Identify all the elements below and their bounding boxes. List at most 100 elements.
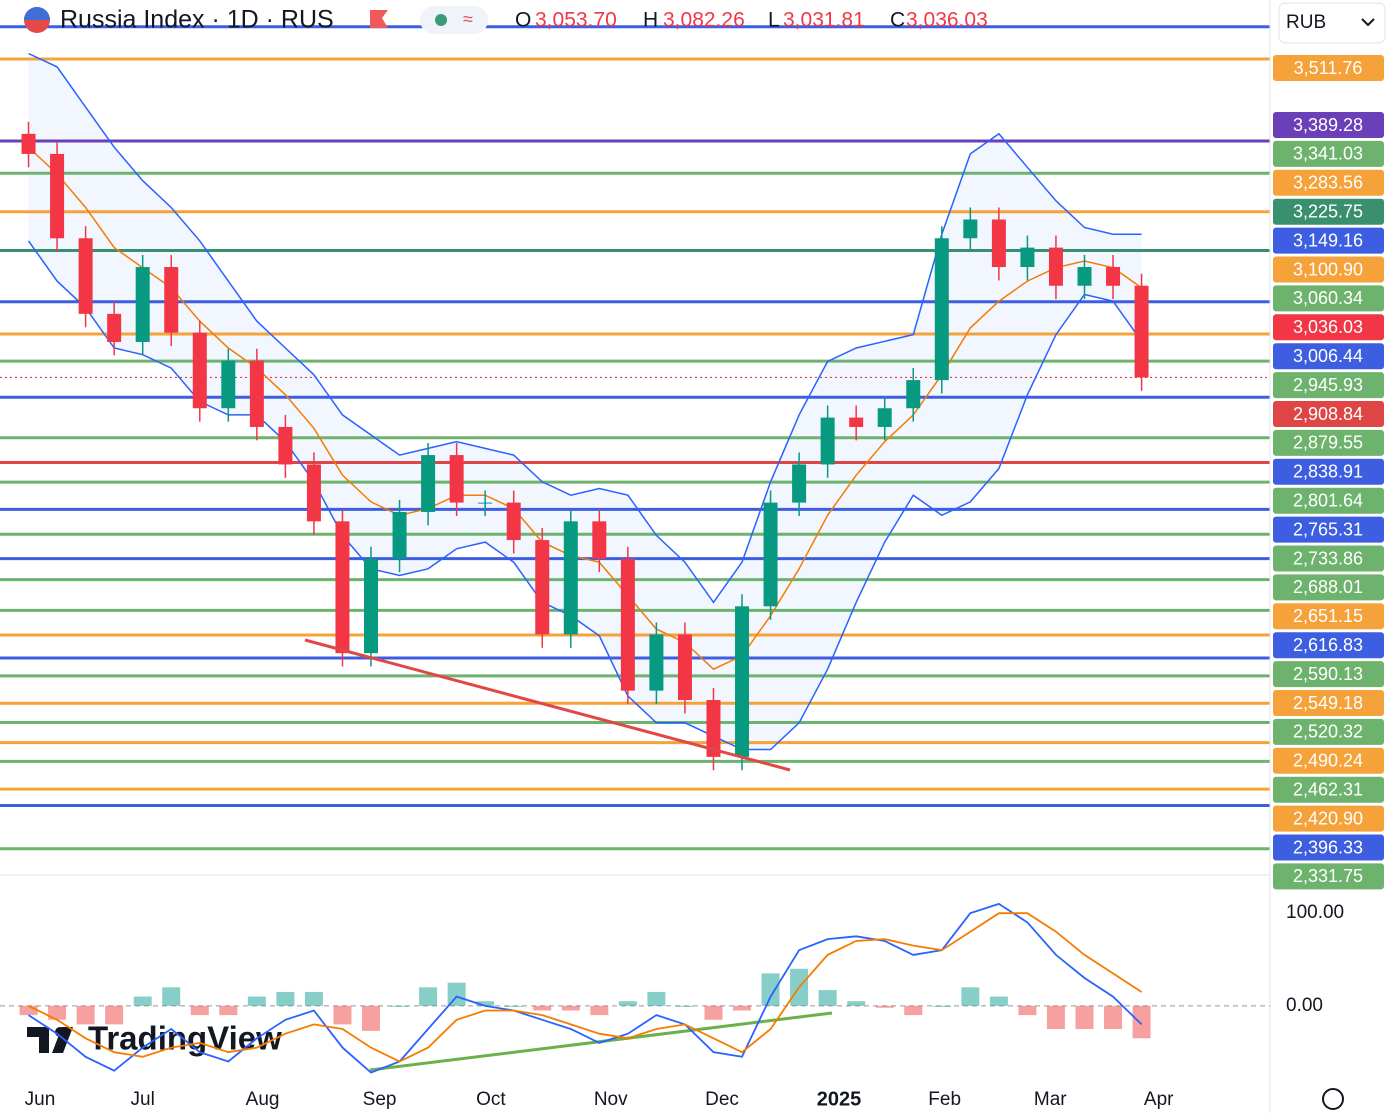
histogram-bar — [333, 1005, 352, 1025]
candle-body — [991, 219, 1006, 268]
histogram-bar — [647, 991, 666, 1006]
level-label-bg — [1273, 863, 1384, 890]
x-tick-label: Feb — [928, 1089, 961, 1110]
candle-body — [1020, 247, 1035, 268]
level-label-bg — [1273, 747, 1384, 774]
x-tick-label: Dec — [705, 1089, 739, 1110]
level-label-bg — [1273, 516, 1384, 543]
level-label: 2,879.55 — [1293, 433, 1363, 453]
candle-body — [335, 521, 350, 654]
candle-body — [849, 417, 864, 427]
x-tick-label: Sep — [363, 1089, 397, 1110]
level-label-bg — [1273, 169, 1384, 196]
level-label-bg — [1273, 429, 1384, 456]
histogram-bar — [761, 973, 780, 1006]
candle-body — [478, 502, 493, 504]
level-label-bg — [1273, 314, 1384, 341]
histogram-bar — [133, 996, 152, 1006]
level-label-bg — [1273, 55, 1384, 81]
level-label: 2,420.90 — [1293, 808, 1363, 828]
candle-body — [221, 360, 236, 409]
level-label: 2,462.31 — [1293, 779, 1363, 799]
x-tick-label: Nov — [594, 1089, 628, 1110]
histogram-bar — [390, 1005, 409, 1007]
candle-body — [535, 540, 550, 635]
candle-body — [50, 153, 65, 239]
level-label-bg — [1273, 545, 1384, 572]
level-label: 3,389.28 — [1293, 115, 1363, 135]
histogram-bar — [476, 1001, 495, 1006]
level-label-bg — [1273, 227, 1384, 254]
indicator-icon: ≈ — [463, 9, 473, 29]
level-label-bg — [1273, 285, 1384, 312]
level-label-bg — [1273, 834, 1384, 861]
histogram-bar — [989, 996, 1008, 1006]
histogram-bar — [561, 1005, 580, 1011]
osc-line — [28, 912, 1143, 1063]
dropdown-arrow — [1361, 18, 1375, 27]
candle-body — [1048, 247, 1063, 286]
candle-body — [192, 332, 207, 409]
flag-icon[interactable] — [370, 10, 388, 28]
ohlc-value: 3,031.81 — [783, 9, 865, 32]
ohlc-value: 3,036.03 — [906, 9, 988, 32]
candle-body — [449, 455, 464, 503]
level-label-bg — [1273, 198, 1384, 225]
histogram-bar — [1018, 1005, 1037, 1016]
level-label: 2,688.01 — [1293, 577, 1363, 597]
candle-body — [249, 360, 264, 427]
histogram-bar — [304, 991, 323, 1006]
histogram-bar — [419, 987, 438, 1006]
candle-body — [763, 502, 778, 607]
level-label-bg — [1273, 661, 1384, 688]
settings-icon[interactable] — [1322, 1088, 1344, 1110]
level-label: 2,396.33 — [1293, 837, 1363, 857]
level-label: 2,331.75 — [1293, 866, 1363, 886]
histogram-bar — [847, 1001, 866, 1006]
candle-body — [278, 426, 293, 465]
histogram-bar — [247, 996, 266, 1006]
level-label-bg — [1273, 343, 1384, 370]
histogram-bar — [704, 1005, 723, 1020]
candle-body — [592, 521, 607, 559]
candle-body — [306, 464, 321, 522]
ohlc-legend: O 3,053.70 H 3,082.26 L 3,031.81 C 3,036.03 — [515, 9, 988, 32]
osc-line — [28, 902, 1143, 1074]
level-label: 2,590.13 — [1293, 664, 1363, 684]
level-label: 2,651.15 — [1293, 606, 1363, 626]
candle-body — [21, 133, 36, 154]
histogram-bar — [961, 987, 980, 1006]
level-label: 3,006.44 — [1293, 346, 1363, 366]
osc-tick-label: 100.00 — [1286, 902, 1344, 923]
candle-body — [364, 558, 379, 654]
histogram-bar — [219, 1005, 238, 1016]
level-label: 3,283.56 — [1293, 173, 1363, 193]
candle-body — [164, 267, 179, 333]
candle-body — [421, 455, 436, 512]
currency: RUB — [1286, 12, 1326, 33]
indicator-pill[interactable] — [420, 6, 488, 34]
level-label: 2,838.91 — [1293, 462, 1363, 482]
histogram-bar — [618, 1001, 637, 1006]
level-label: 2,549.18 — [1293, 693, 1363, 713]
histogram-bar — [190, 1005, 209, 1016]
candle-body — [820, 417, 835, 465]
level-label-bg — [1273, 487, 1384, 514]
candle-body — [78, 238, 93, 314]
level-label-bg — [1273, 603, 1384, 630]
level-label: 2,520.32 — [1293, 722, 1363, 742]
ohlc-key: C — [890, 9, 905, 32]
band-lower — [27, 240, 1143, 751]
candle-body — [877, 408, 892, 427]
x-tick-label: Oct — [476, 1089, 506, 1110]
logo: TradingView — [88, 1020, 282, 1057]
price-pane — [0, 25, 1270, 851]
status-dot — [435, 14, 447, 26]
candle-body — [735, 606, 750, 757]
currency-select[interactable] — [1278, 2, 1386, 44]
histogram-bar — [932, 1005, 951, 1007]
histogram-bar — [447, 982, 466, 1006]
histogram-bar — [162, 987, 181, 1006]
candle-body — [1106, 267, 1121, 286]
